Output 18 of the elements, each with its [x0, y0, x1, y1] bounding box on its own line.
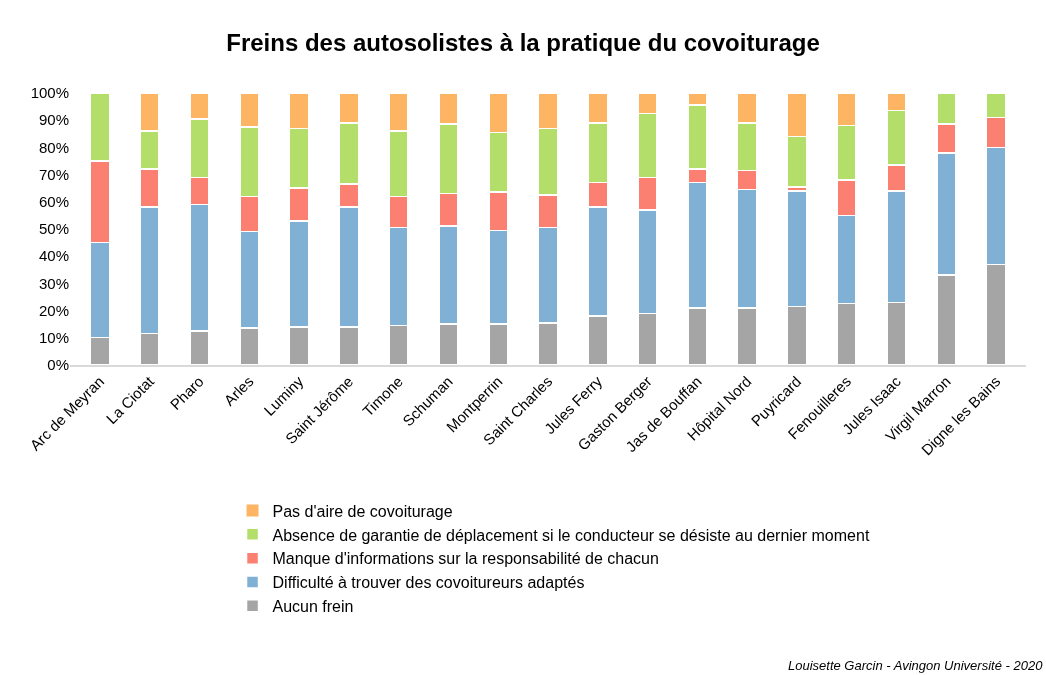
legend-label: Aucun frein: [272, 597, 354, 615]
y-tick-label: 0%: [47, 356, 69, 374]
y-tick-label: 20%: [38, 301, 69, 319]
legend-label: Difficulté à trouver des covoitureurs adaptés: [272, 574, 585, 592]
y-tick-label: 80%: [38, 138, 69, 156]
y-tick-label: 30%: [38, 274, 69, 292]
y-tick-label: 100%: [30, 84, 69, 102]
chart-title: Freins des autosolistes à la pratique du covoiturage: [226, 28, 820, 56]
legend-label: Absence de garantie de déplacement si le conducteur se désiste au dernier moment: [272, 526, 870, 544]
y-tick-label: 90%: [38, 111, 69, 129]
y-tick-label: 40%: [38, 247, 69, 265]
y-tick-label: 60%: [38, 192, 69, 210]
y-tick-label: 50%: [38, 220, 69, 238]
legend-label: Pas d'aire de covoiturage: [272, 502, 453, 520]
y-tick-label: 70%: [38, 165, 69, 183]
y-tick-label: 10%: [38, 328, 69, 346]
legend-label: Manque d'informations sur la responsabilité de chacun: [272, 550, 659, 568]
text: Louisette Garcin - Avingon Université - 2020: [788, 658, 1044, 673]
